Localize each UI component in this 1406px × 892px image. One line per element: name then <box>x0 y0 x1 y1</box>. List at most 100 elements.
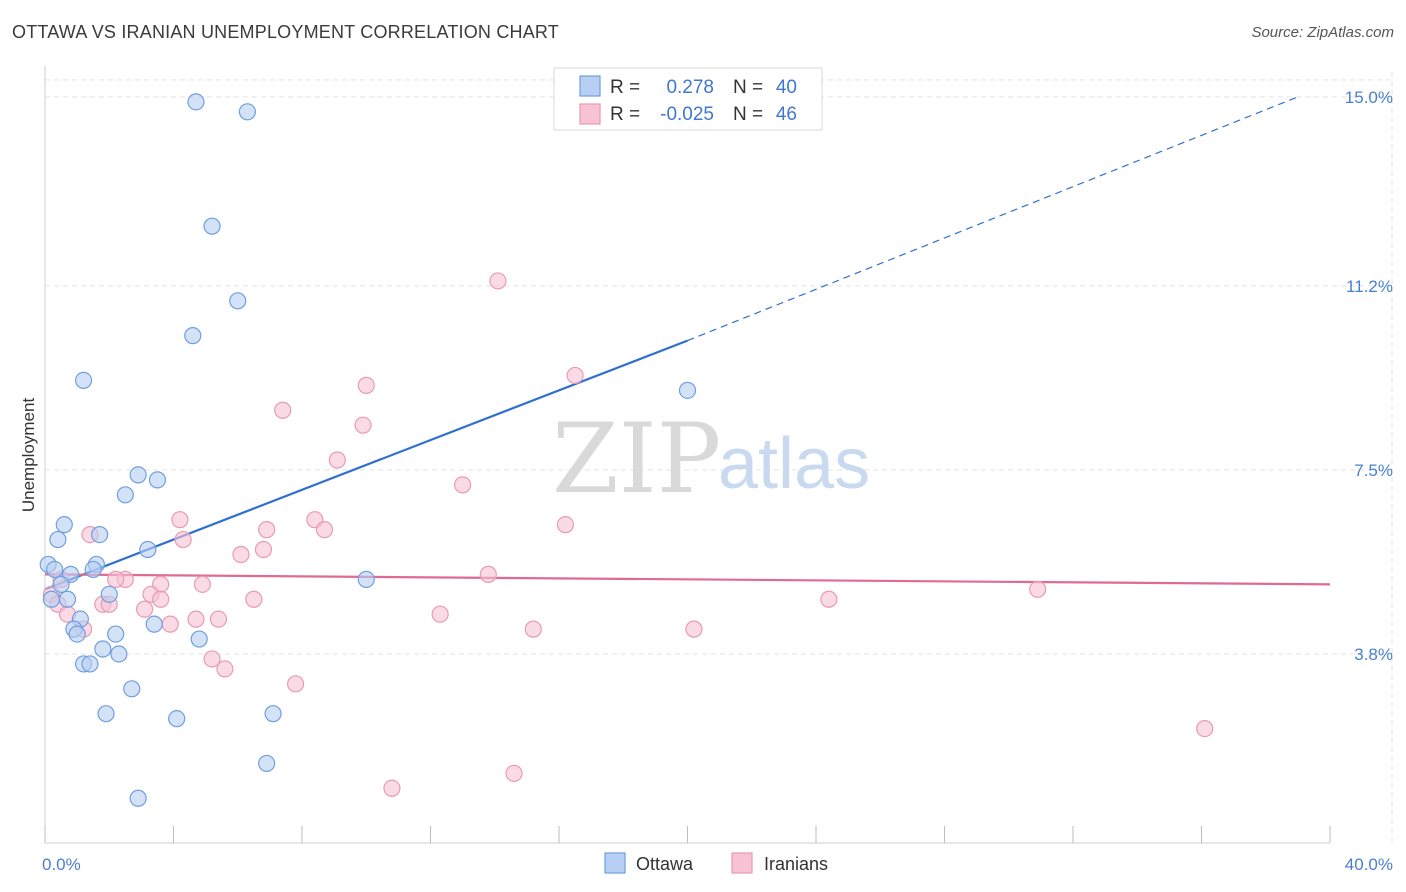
stats-n-label-ottawa: N = <box>733 77 763 98</box>
y-tick-label: 3.8% <box>1354 645 1393 664</box>
point-iranians <box>161 615 179 633</box>
point-iranians <box>489 272 507 290</box>
trend-line-ottawa-extension <box>687 96 1299 342</box>
grid-lines <box>45 72 1393 843</box>
legend: Ottawa Iranians <box>604 852 828 874</box>
point-iranians <box>245 590 263 608</box>
point-ottawa <box>58 590 77 608</box>
legend-label-ottawa: Ottawa <box>636 854 694 874</box>
point-iranians <box>357 376 375 394</box>
point-iranians <box>1029 580 1047 598</box>
point-ottawa <box>139 540 157 559</box>
point-iranians <box>315 521 334 539</box>
point-ottawa <box>68 625 86 643</box>
trend-lines <box>44 96 1331 591</box>
point-iranians <box>383 779 401 797</box>
point-iranians <box>479 565 497 583</box>
point-ottawa <box>264 705 282 723</box>
point-ottawa <box>258 754 276 773</box>
point-iranians <box>152 590 170 608</box>
point-ottawa <box>129 466 147 484</box>
point-iranians <box>1196 719 1214 738</box>
stats-r-value-iranians: -0.025 <box>660 104 714 125</box>
point-ottawa <box>52 575 70 593</box>
point-iranians <box>556 516 575 534</box>
point-iranians <box>354 416 372 434</box>
y-tick-label: 11.2% <box>1346 277 1393 296</box>
point-ottawa <box>168 710 186 728</box>
point-ottawa <box>74 371 93 389</box>
point-iranians <box>216 660 234 678</box>
point-iranians <box>135 600 154 618</box>
point-ottawa <box>107 625 125 643</box>
point-iranians <box>274 401 292 419</box>
point-iranians <box>328 451 346 469</box>
point-ottawa <box>203 217 221 235</box>
point-iranians <box>258 521 276 539</box>
point-ottawa <box>184 327 202 345</box>
stats-n-value-ottawa: 40 <box>776 77 797 98</box>
stats-r-label-iranians: R = <box>610 104 640 125</box>
point-iranians <box>566 366 584 385</box>
point-ottawa <box>49 530 67 549</box>
point-iranians <box>193 575 212 593</box>
data-points <box>39 93 1214 807</box>
point-ottawa <box>129 789 147 807</box>
x-tick-labels: 0.0% 40.0% <box>42 855 1393 874</box>
point-ottawa <box>55 516 73 534</box>
point-iranians <box>232 545 250 564</box>
point-ottawa <box>145 615 163 633</box>
x-tick-label: 0.0% <box>42 855 81 874</box>
point-ottawa <box>81 655 99 673</box>
point-ottawa <box>123 680 141 698</box>
stats-n-label-iranians: N = <box>733 104 763 125</box>
point-ottawa <box>97 705 115 723</box>
point-iranians <box>187 610 205 628</box>
point-ottawa <box>116 486 134 504</box>
source-label: Source: ZipAtlas.com <box>1251 24 1394 41</box>
point-ottawa <box>94 640 112 658</box>
y-tick-label: 15.0% <box>1345 88 1393 107</box>
point-iranians <box>174 530 192 549</box>
watermark-atlas: atlas <box>718 424 870 504</box>
stats-swatch-iranians <box>579 103 601 125</box>
point-ottawa <box>238 103 256 121</box>
point-ottawa <box>190 630 208 648</box>
point-iranians <box>203 650 221 668</box>
point-iranians <box>524 620 542 638</box>
point-iranians <box>107 570 125 588</box>
stats-r-label-ottawa: R = <box>610 77 640 98</box>
point-iranians <box>254 540 273 559</box>
point-ottawa <box>46 560 64 579</box>
legend-swatch-ottawa <box>604 852 626 874</box>
stats-n-value-iranians: 46 <box>776 104 797 125</box>
point-iranians <box>454 476 472 494</box>
point-ottawa <box>229 292 247 310</box>
point-iranians <box>209 610 228 628</box>
legend-label-iranians: Iranians <box>764 854 828 874</box>
chart-title: OTTAWA VS IRANIAN UNEMPLOYMENT CORRELATI… <box>12 22 559 42</box>
legend-swatch-iranians <box>731 852 753 874</box>
y-tick-labels: 3.8% 7.5% 11.2% 15.0% <box>1345 88 1393 664</box>
y-tick-label: 7.5% <box>1354 461 1393 480</box>
point-iranians <box>431 605 449 623</box>
y-axis-label: Unemployment <box>19 398 38 513</box>
point-ottawa <box>357 570 375 588</box>
point-ottawa <box>678 381 697 399</box>
stats-box: R = 0.278 N = 40 R = -0.025 N = 46 <box>553 67 823 131</box>
watermark: ZIP atlas <box>552 403 870 515</box>
point-ottawa <box>187 93 205 111</box>
point-ottawa <box>110 645 128 663</box>
point-iranians <box>820 590 838 608</box>
point-ottawa <box>91 525 109 544</box>
stats-swatch-ottawa <box>579 75 601 97</box>
point-iranians <box>685 620 703 638</box>
point-iranians <box>286 675 305 693</box>
trend-line-iranians <box>44 573 1331 586</box>
watermark-zip: ZIP <box>552 403 721 515</box>
point-iranians <box>505 764 523 782</box>
point-iranians <box>171 511 189 529</box>
point-ottawa <box>100 585 118 603</box>
point-ottawa <box>42 590 61 608</box>
